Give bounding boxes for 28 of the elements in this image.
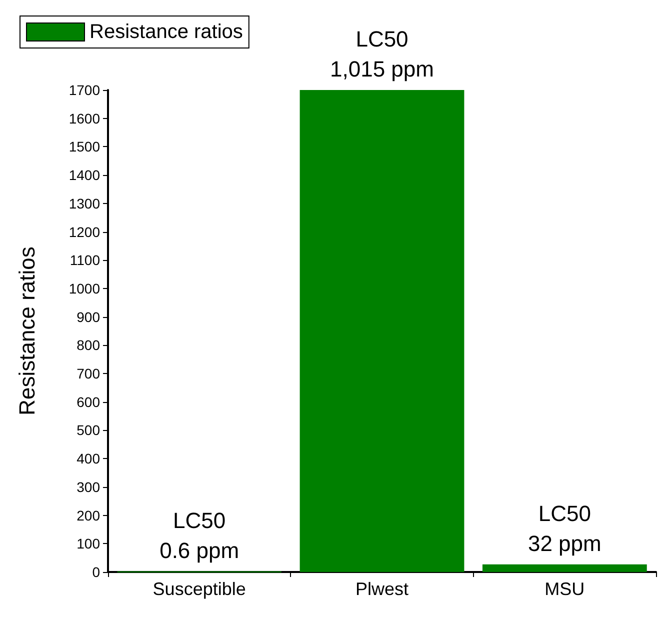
y-tick-label: 200 bbox=[76, 507, 100, 524]
y-tick-label: 1700 bbox=[68, 82, 100, 98]
y-tick-label: 0 bbox=[92, 564, 100, 580]
y-tick-label: 100 bbox=[76, 536, 100, 552]
y-tick-label: 300 bbox=[76, 478, 100, 495]
x-tick-label: Susceptible bbox=[152, 579, 246, 599]
y-tick-label: 400 bbox=[76, 450, 100, 467]
annotation: LC50 0.6 ppm bbox=[160, 508, 240, 563]
text: LC50 1,015 ppm bbox=[330, 26, 434, 82]
y-tick-label: 600 bbox=[76, 394, 100, 410]
y-axis-title: Resistance ratios bbox=[14, 246, 40, 416]
y-tick-label: 700 bbox=[76, 366, 100, 382]
x-tick-label: Plwest bbox=[355, 579, 409, 599]
y-tick-label: 500 bbox=[76, 422, 100, 438]
y-tick-label: 800 bbox=[76, 337, 100, 354]
y-tick-label: 1100 bbox=[70, 252, 100, 268]
annotation: LC50 32 ppm bbox=[528, 500, 602, 556]
y-tick-label: 1400 bbox=[68, 167, 100, 184]
y-tick-label: 1000 bbox=[68, 280, 100, 296]
bar bbox=[482, 564, 647, 572]
y-tick-label: 1600 bbox=[68, 110, 100, 126]
y-tick-label: 1300 bbox=[68, 195, 100, 212]
bar bbox=[300, 90, 464, 572]
x-tick-label: MSU bbox=[544, 579, 585, 599]
y-tick-label: 900 bbox=[76, 308, 100, 325]
y-tick-label: 1200 bbox=[68, 224, 100, 240]
y-tick-label: 1500 bbox=[68, 138, 100, 155]
legend-label: Resistance ratios bbox=[90, 21, 243, 43]
